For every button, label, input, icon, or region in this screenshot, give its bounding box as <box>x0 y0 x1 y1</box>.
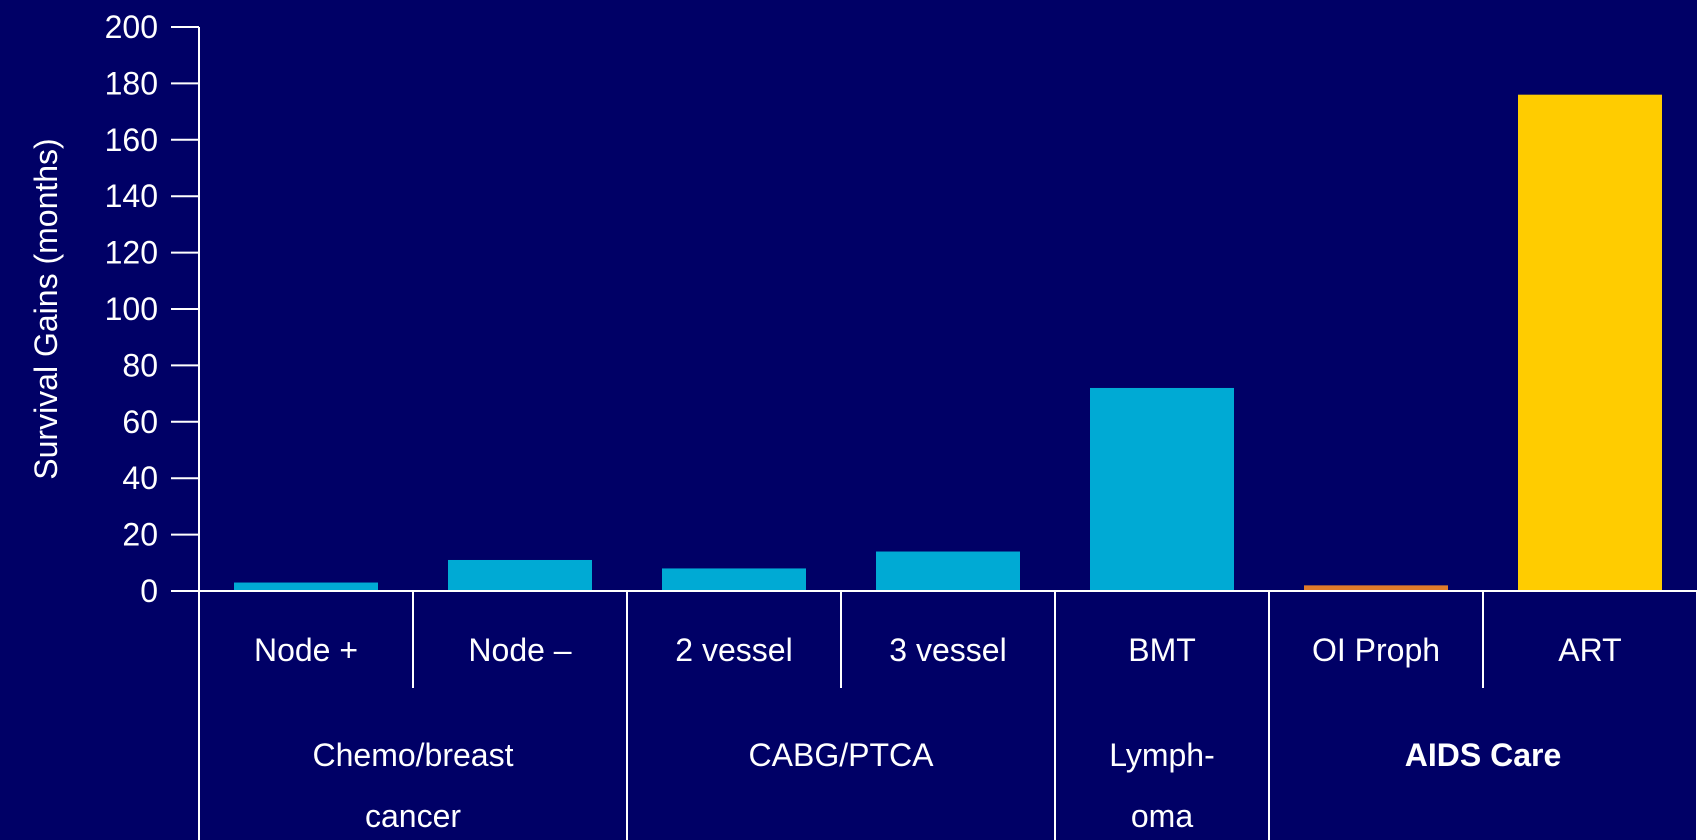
y-tick-label: 100 <box>105 291 158 327</box>
y-tick-label: 60 <box>122 404 158 440</box>
group-label: Chemo/breast <box>313 737 514 773</box>
bar-4 <box>1090 387 1234 591</box>
category-label: 3 vessel <box>889 632 1006 668</box>
bar-2 <box>662 568 806 591</box>
category-label: BMT <box>1128 632 1196 668</box>
bar-3 <box>876 551 1020 591</box>
y-tick-label: 20 <box>122 517 158 553</box>
y-tick-label: 120 <box>105 235 158 271</box>
bar-1 <box>448 559 592 591</box>
category-label: Node + <box>254 632 358 668</box>
group-label: AIDS Care <box>1405 737 1562 773</box>
group-label: CABG/PTCA <box>749 737 935 773</box>
y-tick-label: 160 <box>105 122 158 158</box>
bar-0 <box>234 582 378 591</box>
bar-5 <box>1304 585 1448 591</box>
group-label: cancer <box>365 798 461 834</box>
y-tick-label: 200 <box>105 9 158 45</box>
category-label: ART <box>1558 632 1621 668</box>
group-label: Lymph- <box>1109 737 1215 773</box>
category-label: OI Proph <box>1312 632 1440 668</box>
y-tick-label: 80 <box>122 347 158 383</box>
category-label: 2 vessel <box>675 632 792 668</box>
y-tick-label: 40 <box>122 460 158 496</box>
y-tick-label: 140 <box>105 178 158 214</box>
bar-6 <box>1518 94 1662 592</box>
y-tick-label: 0 <box>140 573 158 609</box>
y-axis-title: Survival Gains (months) <box>28 138 64 479</box>
y-tick-label: 180 <box>105 65 158 101</box>
group-label: oma <box>1131 798 1193 834</box>
category-label: Node – <box>468 632 571 668</box>
